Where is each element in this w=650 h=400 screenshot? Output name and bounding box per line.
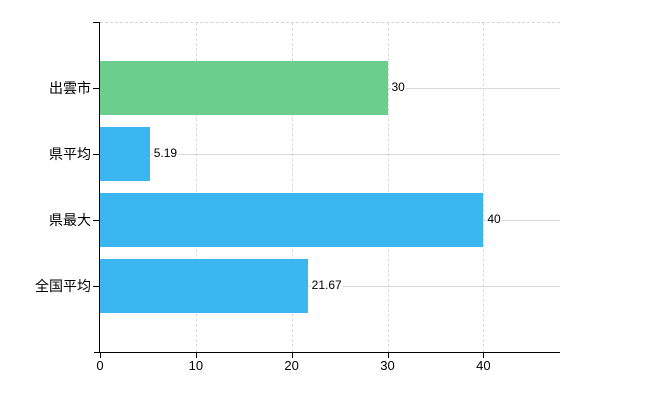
x-axis-tick — [100, 353, 101, 358]
x-gridline — [291, 23, 293, 352]
y-axis-line — [99, 22, 100, 353]
x-gridline — [483, 23, 485, 352]
category-label: 出雲市 — [49, 80, 91, 96]
x-tick-label: 0 — [96, 358, 104, 373]
bar-value-label: 5.19 — [152, 146, 179, 161]
x-tick-label: 30 — [380, 358, 395, 373]
x-tick-label: 20 — [284, 358, 299, 373]
y-axis-tick — [93, 88, 99, 89]
bar-value-label: 30 — [390, 80, 406, 95]
y-axis-top-tick — [93, 22, 99, 23]
bar-4 — [100, 259, 308, 313]
y-axis-tick — [93, 286, 99, 287]
category-gridline — [100, 154, 560, 155]
x-axis-tick — [483, 353, 485, 358]
bar-1 — [100, 61, 388, 115]
x-axis-tick — [195, 353, 197, 358]
x-tick-label: 10 — [188, 358, 204, 373]
x-axis-tick — [291, 353, 293, 358]
x-axis-line — [94, 352, 560, 353]
y-axis-tick — [93, 220, 99, 221]
x-gridline — [387, 23, 389, 352]
plot-area — [100, 22, 560, 352]
bar-value-label: 40 — [486, 212, 502, 227]
x-gridline — [195, 23, 197, 352]
bar-2 — [100, 127, 150, 181]
category-label: 県最大 — [49, 212, 91, 228]
bar-3 — [100, 193, 484, 247]
bar-value-label: 21.67 — [310, 278, 343, 293]
y-axis-tick — [93, 154, 99, 155]
category-label: 県平均 — [49, 146, 91, 162]
category-label: 全国平均 — [35, 278, 91, 294]
x-tick-label: 40 — [476, 358, 491, 373]
x-axis-tick — [387, 353, 389, 358]
